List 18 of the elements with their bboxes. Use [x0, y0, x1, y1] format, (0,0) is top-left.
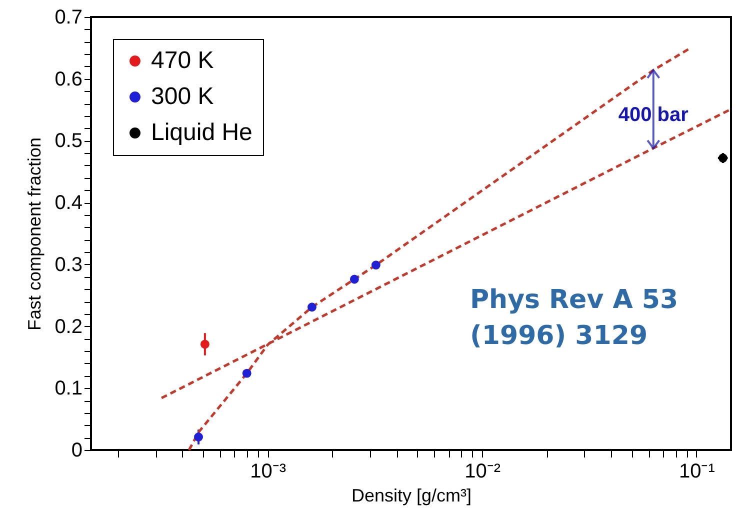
legend-label: 300 K — [151, 83, 214, 110]
y-tick-label: 0.5 — [54, 130, 82, 152]
y-tick-label: 0.4 — [54, 192, 82, 214]
legend-label: Liquid He — [151, 119, 252, 146]
annotation: 400 bar — [618, 104, 689, 126]
y-tick-label: 0 — [71, 440, 82, 462]
annotation: Phys Rev A 53 (1996) 3129 — [470, 285, 678, 351]
x-tick-label: 10⁻¹ — [678, 460, 716, 482]
y-tick-label: 0.6 — [54, 68, 82, 90]
y-tick-label: 0.1 — [54, 378, 82, 400]
y-tick-label: 0.3 — [54, 254, 82, 276]
x-tick-label: 10⁻³ — [250, 460, 286, 482]
y-tick-label: 0.7 — [54, 6, 82, 28]
y-tick-label: 0.2 — [54, 316, 82, 338]
x-axis-title: Density [g/cm³] — [351, 486, 472, 506]
x-tick-label: 10⁻² — [464, 460, 501, 482]
legend-label: 470 K — [151, 47, 214, 74]
y-axis-title: Fast component fraction — [24, 137, 45, 331]
